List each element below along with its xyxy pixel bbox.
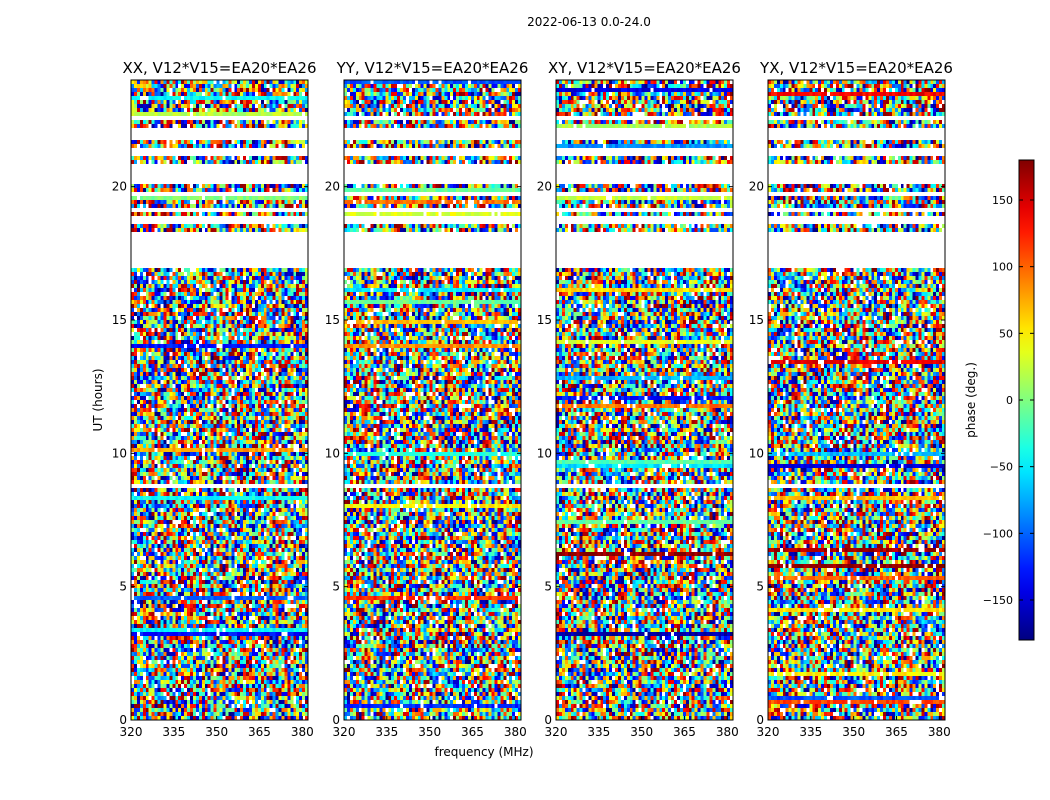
colorbar-tick-label: 100	[992, 261, 1013, 274]
x-tick-label: 365	[673, 725, 696, 739]
panel-xy: XY, V12*V15=EA20*EA26 320 335 350 365 380 0 5 10…	[537, 59, 741, 739]
y-tick-label: 15	[112, 313, 127, 327]
plot-frame	[130, 79, 309, 721]
x-tick-label: 335	[799, 725, 822, 739]
heatmap-image	[344, 80, 521, 720]
x-tick-label: 335	[375, 725, 398, 739]
colorbar-tick-label: −100	[983, 527, 1013, 540]
colorbar-tick-label: 0	[1006, 394, 1013, 407]
y-tick-label: 5	[119, 580, 127, 594]
panel-title: XY, V12*V15=EA20*EA26	[548, 59, 741, 77]
plot-frame	[767, 79, 946, 721]
y-axis-label: UT (hours)	[91, 368, 105, 431]
colorbar-tick-label: 150	[992, 194, 1013, 207]
y-tick-label: 20	[749, 180, 764, 194]
y-tick-label: 5	[544, 580, 552, 594]
panels: XX, V12*V15=EA20*EA26 320 335 350 365 380 0 5 10…	[112, 59, 953, 739]
panel-title: YX, V12*V15=EA20*EA26	[759, 59, 953, 77]
y-tick-label: 10	[325, 446, 340, 460]
x-tick-label: 380	[504, 725, 527, 739]
x-tick-label: 365	[461, 725, 484, 739]
panel-title: YY, V12*V15=EA20*EA26	[336, 59, 529, 77]
y-tick-label: 10	[112, 446, 127, 460]
x-tick-label: 350	[630, 725, 653, 739]
heatmap-image	[768, 80, 945, 720]
y-tick-label: 10	[537, 446, 552, 460]
y-tick-label: 5	[756, 580, 764, 594]
x-tick-label: 320	[120, 725, 143, 739]
x-tick-label: 350	[205, 725, 228, 739]
x-tick-label: 365	[248, 725, 271, 739]
y-tick-label: 15	[749, 313, 764, 327]
plot-frame	[555, 79, 734, 721]
heatmap-image	[556, 80, 733, 720]
y-tick-label: 10	[749, 446, 764, 460]
panel-yx: YX, V12*V15=EA20*EA26 320 335 350 365 380 0 5 10…	[749, 59, 953, 739]
x-tick-label: 320	[545, 725, 568, 739]
panel-title: XX, V12*V15=EA20*EA26	[122, 59, 316, 77]
colorbar-tick-label: −50	[990, 461, 1013, 474]
y-tick-label: 0	[332, 713, 340, 727]
colorbar: 150 100 50 0 −50 −100 −150	[983, 159, 1035, 641]
panel-xx: XX, V12*V15=EA20*EA26 320 335 350 365 380 0 5 10…	[112, 59, 317, 739]
y-tick-label: 15	[537, 313, 552, 327]
y-tick-label: 20	[325, 180, 340, 194]
panel-yy: YY, V12*V15=EA20*EA26 320 335 350 365 380 0 5 10…	[325, 59, 529, 739]
x-tick-label: 350	[842, 725, 865, 739]
x-tick-label: 320	[757, 725, 780, 739]
colorbar-tick-label: 50	[999, 327, 1013, 340]
y-tick-label: 5	[332, 580, 340, 594]
x-tick-label: 380	[291, 725, 314, 739]
y-tick-label: 0	[544, 713, 552, 727]
colorbar-tick-label: −150	[983, 594, 1013, 607]
y-tick-label: 15	[325, 313, 340, 327]
x-tick-label: 335	[162, 725, 185, 739]
y-tick-label: 20	[537, 180, 552, 194]
x-tick-label: 320	[333, 725, 356, 739]
x-axis-label: frequency (MHz)	[434, 745, 533, 759]
x-tick-label: 365	[885, 725, 908, 739]
heatmap-image	[131, 80, 308, 720]
y-tick-label: 20	[112, 180, 127, 194]
x-tick-label: 335	[587, 725, 610, 739]
x-tick-label: 350	[418, 725, 441, 739]
y-tick-label: 0	[756, 713, 764, 727]
x-tick-label: 380	[928, 725, 951, 739]
plot-frame	[343, 79, 522, 721]
y-tick-label: 0	[119, 713, 127, 727]
colorbar-label: phase (deg.)	[964, 362, 978, 438]
figure-title: 2022-06-13 0.0-24.0	[527, 15, 651, 29]
x-tick-label: 380	[716, 725, 739, 739]
